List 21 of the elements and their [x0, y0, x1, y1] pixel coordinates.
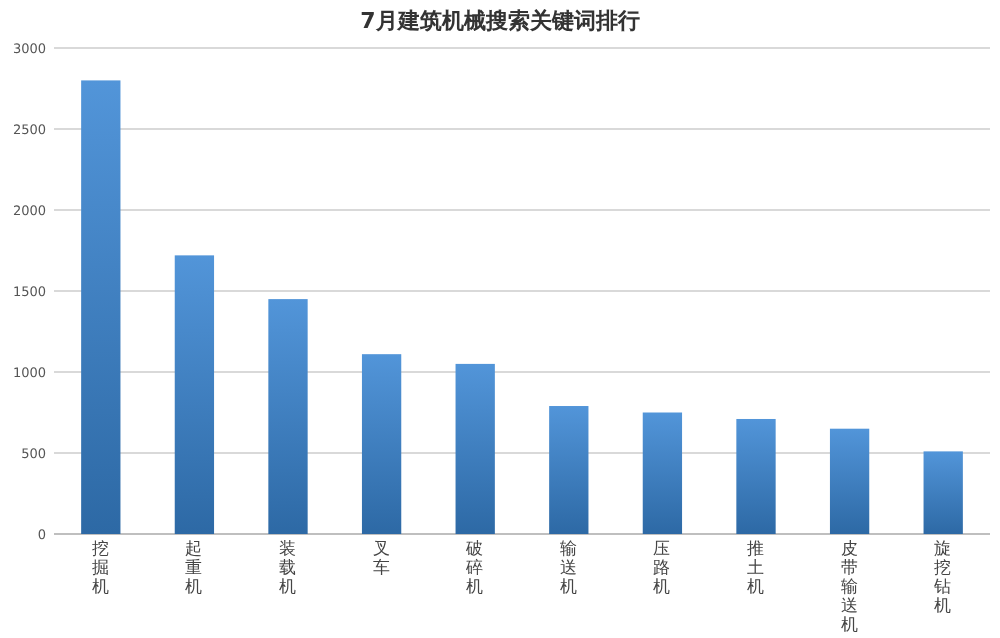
bar — [361, 354, 402, 534]
x-tick-label: 破碎机 — [464, 538, 485, 598]
bar — [923, 451, 963, 534]
x-tick-label: 旋挖钻机 — [932, 538, 953, 617]
x-tick-label: 推土机 — [747, 538, 765, 598]
bar — [174, 255, 215, 534]
bar — [642, 412, 683, 534]
x-tick-label: 叉车 — [372, 540, 391, 579]
bar — [736, 418, 776, 534]
x-tick-label: 皮带输送机 — [840, 538, 859, 636]
x-tick-label: 起重机 — [185, 538, 204, 598]
bar — [81, 80, 121, 534]
x-tick-label: 压路机 — [653, 540, 672, 598]
bar — [549, 406, 589, 534]
x-tick-label: 输送机 — [559, 538, 578, 598]
bar — [455, 363, 495, 534]
chart-title: 7月建筑机械搜索关键词排行 — [360, 8, 640, 34]
bar — [829, 428, 870, 534]
x-tick-label: 装载机 — [279, 538, 297, 598]
x-tick-label: 挖掘机 — [91, 538, 110, 598]
bar — [268, 299, 308, 534]
